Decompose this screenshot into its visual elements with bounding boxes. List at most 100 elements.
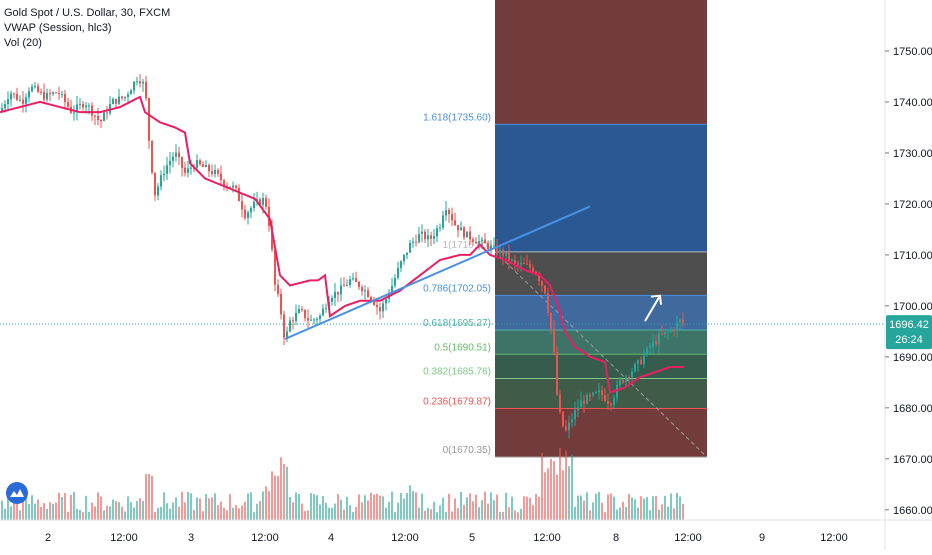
volume-bar	[349, 505, 351, 520]
fib-zone[interactable]	[495, 408, 707, 458]
volume-bar	[172, 502, 174, 520]
candle-body	[649, 346, 651, 348]
time-tick-label[interactable]: 4	[328, 532, 334, 544]
candle-body	[64, 93, 66, 102]
price-tick-label[interactable]: 1720.00	[893, 199, 932, 211]
volume-bar	[265, 486, 267, 520]
time-tick-label[interactable]: 12:00	[251, 532, 279, 544]
fib-zone[interactable]	[495, 295, 707, 330]
fib-extension-group[interactable]: 1.618(1735.60) 1(1710.60) 0.786(1702.05) 0.…	[423, 0, 708, 520]
volume-bar	[181, 491, 183, 520]
candle-body	[307, 318, 309, 321]
time-tick-label[interactable]: 12:00	[674, 532, 702, 544]
trendline[interactable]	[284, 205, 591, 340]
price-tick-label[interactable]: 1740.00	[893, 97, 932, 109]
last-price-tag[interactable]	[886, 315, 932, 350]
time-tick-label[interactable]: 8	[613, 532, 619, 544]
volume-bar	[79, 509, 81, 520]
candle-body	[622, 380, 624, 383]
candle-body	[349, 279, 351, 286]
volume-indicator-label[interactable]: Vol (20)	[4, 37, 42, 49]
price-tick-label[interactable]: 1750.00	[893, 46, 932, 58]
tradingview-logo-icon[interactable]	[6, 482, 28, 504]
time-tick-label[interactable]: 2	[45, 532, 51, 544]
fib-dashed-diagonal[interactable]	[494, 251, 708, 458]
volume-bar	[208, 498, 210, 520]
volume-bar	[463, 504, 465, 520]
volume-bar	[418, 507, 420, 520]
volume-bar	[175, 497, 177, 520]
symbol-title[interactable]: Gold Spot / U.S. Dollar, 30, FXCM	[4, 7, 171, 19]
volume-bar	[574, 506, 576, 520]
volume-bar	[118, 502, 120, 520]
candle-body	[553, 328, 555, 353]
arrow-shaft[interactable]	[644, 295, 661, 322]
vwap-line[interactable]	[0, 95, 684, 394]
time-tick-label[interactable]: 12:00	[391, 532, 419, 544]
candle-body	[322, 308, 324, 316]
candle-body	[523, 263, 525, 265]
volume-bar	[259, 501, 261, 520]
volume-bar	[610, 493, 612, 520]
candle-body	[43, 91, 45, 100]
price-tick-label[interactable]: 1710.00	[893, 250, 932, 262]
time-tick-label[interactable]: 12:00	[110, 532, 138, 544]
fib-zone[interactable]	[495, 251, 707, 296]
fib-zone[interactable]	[495, 124, 707, 252]
volume-bar	[646, 497, 648, 520]
chart-legend[interactable]: Gold Spot / U.S. Dollar, 30, FXCM VWAP (…	[4, 6, 170, 51]
candle-body	[34, 86, 36, 88]
volume-bar	[391, 491, 393, 520]
fib-zone[interactable]	[495, 329, 707, 355]
volume-bar	[301, 503, 303, 520]
candle-body	[577, 407, 579, 411]
candle-body	[244, 209, 246, 218]
overlay-lines[interactable]	[0, 95, 885, 394]
candle-body	[514, 259, 516, 264]
volume-bar	[439, 505, 441, 520]
candle-body	[211, 171, 213, 174]
candle-body	[37, 86, 39, 92]
fib-level-label: 0(1670.35)	[443, 445, 491, 456]
volume-bar	[64, 492, 66, 520]
fib-zone[interactable]	[495, 0, 707, 125]
candle-body	[484, 239, 486, 244]
volume-bar	[100, 496, 102, 520]
price-tick-label[interactable]: 1660.00	[893, 505, 932, 517]
price-tick-label[interactable]: 1670.00	[893, 454, 932, 466]
candle-body	[304, 309, 306, 319]
candle-body	[121, 96, 123, 99]
volume-bar	[37, 499, 39, 520]
arrow-head[interactable]	[650, 294, 662, 305]
volume-bar	[370, 492, 372, 520]
volume-bar	[139, 498, 141, 520]
candle-body	[424, 231, 426, 240]
volume-bar	[397, 502, 399, 520]
price-tick-label[interactable]: 1700.00	[893, 301, 932, 313]
volume-bar	[601, 502, 603, 520]
time-tick-label[interactable]: 3	[188, 532, 194, 544]
candle-body	[538, 274, 540, 282]
price-tick-label[interactable]: 1690.00	[893, 352, 932, 364]
candle-body	[439, 227, 441, 229]
candle-body	[214, 170, 216, 174]
price-tick-label[interactable]: 1680.00	[893, 403, 932, 415]
candle-body	[265, 198, 267, 207]
volume-bar	[427, 507, 429, 520]
candle-body	[664, 331, 666, 335]
candle-body	[499, 249, 501, 254]
candle-body	[136, 81, 138, 83]
time-tick-label[interactable]: 12:00	[820, 532, 848, 544]
volume-bar	[247, 493, 249, 520]
volume-bar	[529, 497, 531, 520]
time-tick-label[interactable]: 5	[469, 532, 475, 544]
price-tick-label[interactable]: 1730.00	[893, 148, 932, 160]
time-tick-label[interactable]: 12:00	[533, 532, 561, 544]
time-tick-label[interactable]: 9	[759, 532, 765, 544]
volume-bar	[145, 474, 147, 520]
candle-body	[493, 245, 495, 247]
vwap-indicator-label[interactable]: VWAP (Session, hlc3)	[4, 22, 112, 34]
